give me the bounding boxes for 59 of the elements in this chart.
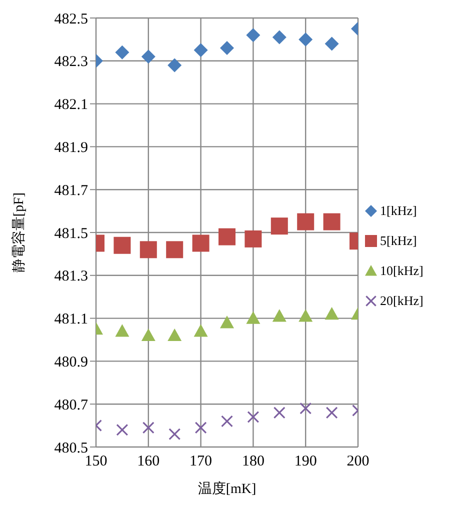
point [194,43,208,58]
point [273,406,286,419]
y-tick-label: 481.1 [54,312,88,328]
y-tick-label: 481.5 [54,226,88,242]
point [192,234,210,252]
point [300,402,312,414]
point [270,218,288,235]
y-tick-label: 481.7 [54,182,88,199]
point [140,241,157,258]
point [194,422,207,434]
point [168,428,181,440]
point [247,410,260,423]
point [141,50,156,64]
point [142,422,154,434]
point [272,309,286,322]
point [272,30,286,44]
point [220,41,234,56]
y-tick-label: 481.3 [54,268,88,285]
point [298,309,313,322]
y-tick-label: 480.5 [54,440,88,456]
point [168,328,182,342]
y-tick-label: 482.5 [54,11,88,28]
point [324,307,339,320]
point [297,213,314,230]
point [141,328,156,342]
point [194,324,208,337]
point [221,415,233,428]
y-tick-label: 480.9 [54,354,88,371]
point [246,311,260,324]
point [323,213,340,230]
x-tick-label: 180 [242,454,264,470]
point [115,45,130,60]
x-tick-label: 150 [84,454,108,470]
x-tick-label: 170 [190,454,212,470]
y-tick-label: 480.7 [54,397,88,414]
point [114,236,131,254]
y-tick-label: 482.3 [54,54,88,70]
y-tick-label: 482.1 [54,97,88,114]
y-axis-title: 静電容量[pF] [10,192,27,273]
point [115,324,130,337]
legend-label: 20[kHz] [380,292,424,308]
point [326,406,338,419]
x-tick-label: 190 [294,454,317,470]
point [116,424,128,436]
legend-label: 1[kHz] [380,202,417,218]
x-tick-label: 160 [137,454,160,470]
point [218,228,236,246]
legend-label: 10[kHz] [380,262,424,278]
point [246,28,260,42]
point [298,32,313,46]
point [168,58,182,72]
point [220,316,234,328]
y-tick-label: 481.9 [54,140,88,156]
x-tick-label: 200 [346,454,370,470]
x-axis-title: 温度[mK] [198,481,256,497]
point [244,230,262,248]
point [166,241,184,258]
legend-label: 5[kHz] [380,232,417,248]
point [324,36,339,51]
